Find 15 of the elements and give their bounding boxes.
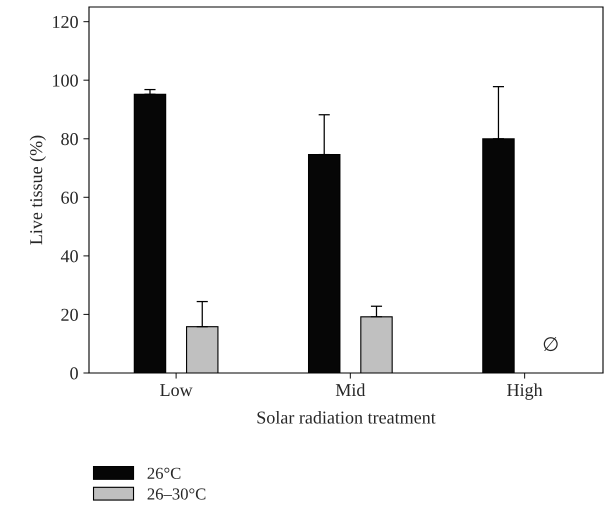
legend-label: 26–30°C (148, 488, 206, 500)
y-tick-label: 0 (70, 367, 78, 380)
legend-label: 26°C (148, 468, 180, 479)
y-axis-title: Live tissue (%) (30, 136, 46, 245)
y-tick-label: 60 (61, 192, 78, 204)
y-tick-label: 100 (53, 74, 78, 87)
x-axis-title: Solar radiation treatment (257, 410, 436, 424)
x-tick-label: Low (160, 384, 193, 396)
x-tick-label: High (507, 383, 542, 400)
y-tick-label: 80 (61, 133, 78, 146)
y-tick-label: 120 (53, 16, 78, 28)
x-tick-label: Mid (336, 383, 366, 396)
y-tick-label: 40 (60, 250, 78, 262)
y-tick-label: 20 (61, 308, 78, 321)
annotation: ∅ (544, 337, 558, 352)
